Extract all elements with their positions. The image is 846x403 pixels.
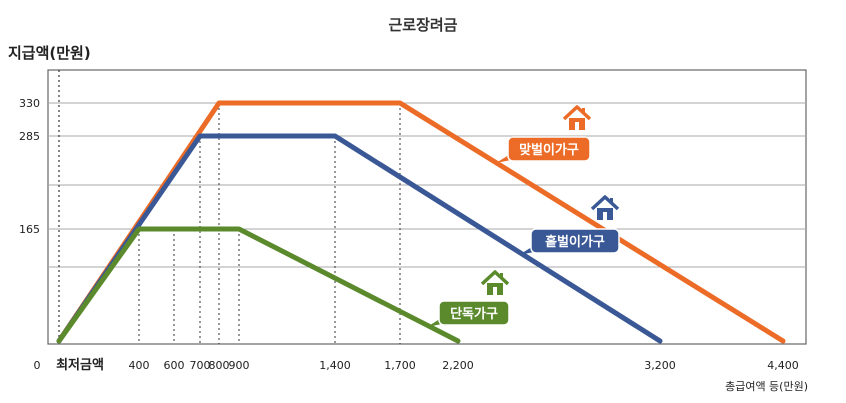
badge-box [530, 228, 620, 254]
x-origin-label: 0 [34, 359, 41, 372]
x-tick-label: 3,200 [644, 359, 676, 372]
y-axis-title: 지급액(만원) [8, 44, 91, 62]
badge-box [438, 300, 510, 326]
series-name: 단독가구 [450, 306, 498, 322]
y-tick-label: 165 [19, 223, 40, 236]
series-badge: 단독가구 [427, 270, 510, 327]
x-origin-text: 최저금액 [56, 358, 104, 373]
series-name: 홑벌이가구 [545, 234, 605, 250]
house-icon [562, 105, 592, 130]
x-tick-label: 2,200 [442, 359, 474, 372]
x-tick-label: 400 [129, 359, 150, 372]
x-tick-label: 600 [164, 359, 185, 372]
x-tick-label: 800 [209, 359, 230, 372]
y-tick-label: 285 [19, 130, 40, 143]
y-tick-label: 330 [19, 97, 40, 110]
house-icon [480, 270, 510, 295]
series-lines [56, 100, 786, 344]
y-tick-labels: 165 285 330 [19, 97, 40, 236]
plot-area [47, 69, 807, 345]
x-tick-label: 700 [190, 359, 211, 372]
x-tick-label: 1,400 [319, 359, 351, 372]
house-icon [590, 195, 620, 220]
x-tick-label: 1,700 [384, 359, 416, 372]
series-line [56, 100, 786, 344]
series-badge: 맞벌이가구 [496, 105, 592, 163]
series-badge: 홑벌이가구 [519, 195, 620, 255]
x-tick-label: 4,400 [767, 359, 799, 372]
badge-box [507, 136, 591, 162]
x-tick-label: 900 [229, 359, 250, 372]
x-axis-title: 총급여액 등(만원) [725, 380, 808, 393]
dotted-guides [138, 103, 401, 344]
series-line [56, 226, 461, 344]
series-name: 맞벌이가구 [519, 142, 579, 158]
chart-title: 근로장려금 [388, 16, 457, 34]
